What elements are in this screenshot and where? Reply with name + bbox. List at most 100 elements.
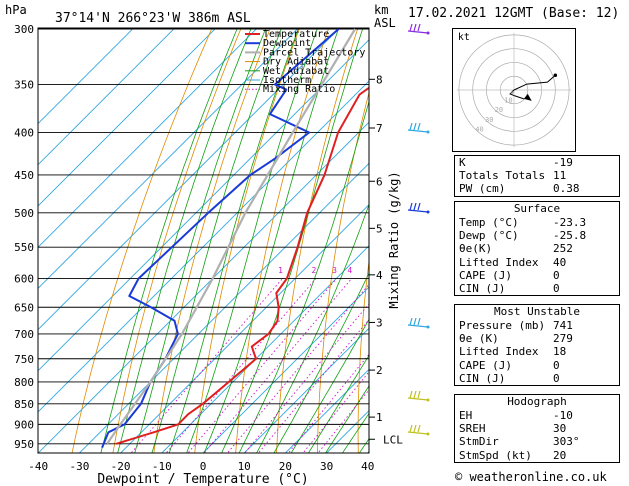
wet-adiabat-line <box>273 272 369 453</box>
isotherm-line <box>243 327 369 453</box>
legend-entry: Mixing Ratio <box>263 84 335 95</box>
wind-barb-icon <box>407 324 429 328</box>
hodograph-unit: kt <box>458 32 470 43</box>
mixing-ratio-label: 1 <box>278 266 283 275</box>
plot-frame <box>37 27 370 454</box>
height-tick-label: 8 <box>376 73 383 86</box>
dry-adiabat-line <box>398 4 452 480</box>
wind-barb-icon <box>407 431 429 435</box>
index-row-pw: PW (cm) 0.38 <box>459 182 580 196</box>
pressure-tick-label: 550 <box>14 241 34 254</box>
wind-barb-flag <box>409 424 413 433</box>
hpa-unit: hPa <box>5 3 27 17</box>
wet-adiabat-line <box>325 385 369 453</box>
mixing-ratio-line <box>187 278 337 453</box>
mixing-ratio-label: 16 <box>425 266 435 275</box>
legend-entry: Wet Adiabat <box>263 66 329 77</box>
legend-entry: Isotherm <box>263 75 311 86</box>
wind-barb-flag <box>413 317 417 326</box>
wet-adiabat-line <box>151 28 283 453</box>
svg-text:+: + <box>510 89 514 97</box>
most-unstable-title: Most Unstable <box>493 305 581 318</box>
pressure-tick-label: 450 <box>14 169 34 182</box>
wind-barb-dot <box>426 398 430 402</box>
wind-barb-flag <box>417 390 421 399</box>
wet-adiabat-line <box>290 318 369 453</box>
wind-barb-flag <box>409 23 413 32</box>
mixing-ratio-line <box>244 303 369 453</box>
hodograph-ring-label: 40 <box>475 126 483 134</box>
surface-panel: Surface Temp (°C) -23.3 Dewp (°C) -25.8 θe… <box>454 201 620 297</box>
dry-adiabat-line <box>194 28 300 453</box>
mixing-ratio-line <box>287 353 369 453</box>
isotherm-line <box>38 28 341 331</box>
isotherm-line <box>202 286 369 453</box>
dry-adiabat-line <box>153 28 271 453</box>
temperature-tick-label: -30 <box>69 460 89 473</box>
isotherm-line <box>38 39 369 372</box>
isotherm-line <box>38 28 176 166</box>
mixing-ratio-line <box>226 283 369 453</box>
isotherm-line <box>119 203 369 453</box>
wind-barb-flag <box>413 202 417 211</box>
wet-adiabat-line <box>168 28 300 453</box>
wind-barb-icon <box>407 129 429 133</box>
pressure-tick-label: 850 <box>14 398 34 411</box>
location-label: 37°14'N 266°23'W 386m ASL <box>55 11 251 26</box>
wet-adiabat-line <box>117 28 252 453</box>
isotherm-line <box>38 80 369 413</box>
wind-barb-flag <box>417 424 421 433</box>
wind-barb-flag <box>413 23 417 32</box>
mixing-ratio-line <box>203 278 353 453</box>
parcel-trajectory-line <box>106 28 357 445</box>
legend-entry: Dewpoint <box>263 38 311 49</box>
wind-barb-dot <box>426 325 430 329</box>
wind-barb-icon <box>407 30 429 34</box>
wet-adiabat-line <box>341 412 369 453</box>
isotherm-line <box>38 28 135 125</box>
pressure-tick-label: 500 <box>14 207 34 220</box>
indices-panel: K -19 Totals Totals 11 PW (cm) 0.38 <box>454 155 620 197</box>
pressure-tick-label: 600 <box>14 272 34 285</box>
wind-barb-flag <box>409 122 413 131</box>
dry-adiabat-line <box>357 258 369 453</box>
dry-adiabat-line <box>317 91 369 453</box>
index-row-totals: Totals Totals 11 <box>459 169 567 183</box>
storm-motion-arrow-icon <box>523 93 532 101</box>
date-label: 17.02.2021 12GMT (Base: 12) <box>408 6 620 21</box>
wind-barb-dot <box>426 210 430 214</box>
wind-barb-flag <box>409 202 413 211</box>
mixing-ratio-line <box>257 318 369 453</box>
isotherm-line <box>161 245 369 453</box>
pressure-tick-label: 650 <box>14 301 34 314</box>
dry-adiabat-line <box>276 28 359 453</box>
mixing-ratio-label: 3 <box>332 266 337 275</box>
isotherm-line <box>38 28 300 290</box>
pressure-tick-label: 350 <box>14 78 34 91</box>
temperature-tick-label: 10 <box>238 460 251 473</box>
wind-barb-flag <box>409 317 413 326</box>
surface-title: Surface <box>513 202 561 215</box>
index-row-k: K -19 <box>459 156 573 169</box>
temperature-tick-label: -20 <box>111 460 131 473</box>
legend-entry: Dry Adiabat <box>263 57 329 68</box>
hodograph-ring-label: 30 <box>485 116 493 124</box>
hodograph-ring-label: 20 <box>495 106 503 114</box>
wind-barb-flag <box>413 424 417 433</box>
legend-entry: Temperature <box>263 29 329 40</box>
temperature-tick-label: 20 <box>279 460 292 473</box>
pressure-tick-label: 900 <box>14 418 34 431</box>
hodograph-table-panel: Hodograph EH -10 SREH 30 StmDir 303° StmSpd… <box>454 394 620 463</box>
footer-credit: © weatheronline.co.uk <box>455 470 607 484</box>
temperature-tick-label: -10 <box>152 460 172 473</box>
mixing-ratio-line <box>165 278 317 453</box>
mixing-ratio-label: 6 <box>370 266 375 275</box>
wind-barb-icon <box>407 397 429 401</box>
wind-barb-flag <box>413 390 417 399</box>
height-tick-label: 3 <box>376 316 383 329</box>
temperature-tick-label: 30 <box>320 460 333 473</box>
hodograph-trace-upper <box>513 74 556 91</box>
wind-barb-icon <box>407 209 429 213</box>
